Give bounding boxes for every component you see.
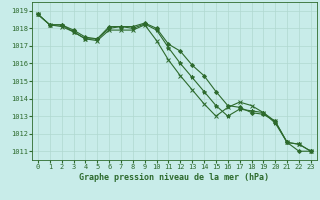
X-axis label: Graphe pression niveau de la mer (hPa): Graphe pression niveau de la mer (hPa)	[79, 173, 269, 182]
